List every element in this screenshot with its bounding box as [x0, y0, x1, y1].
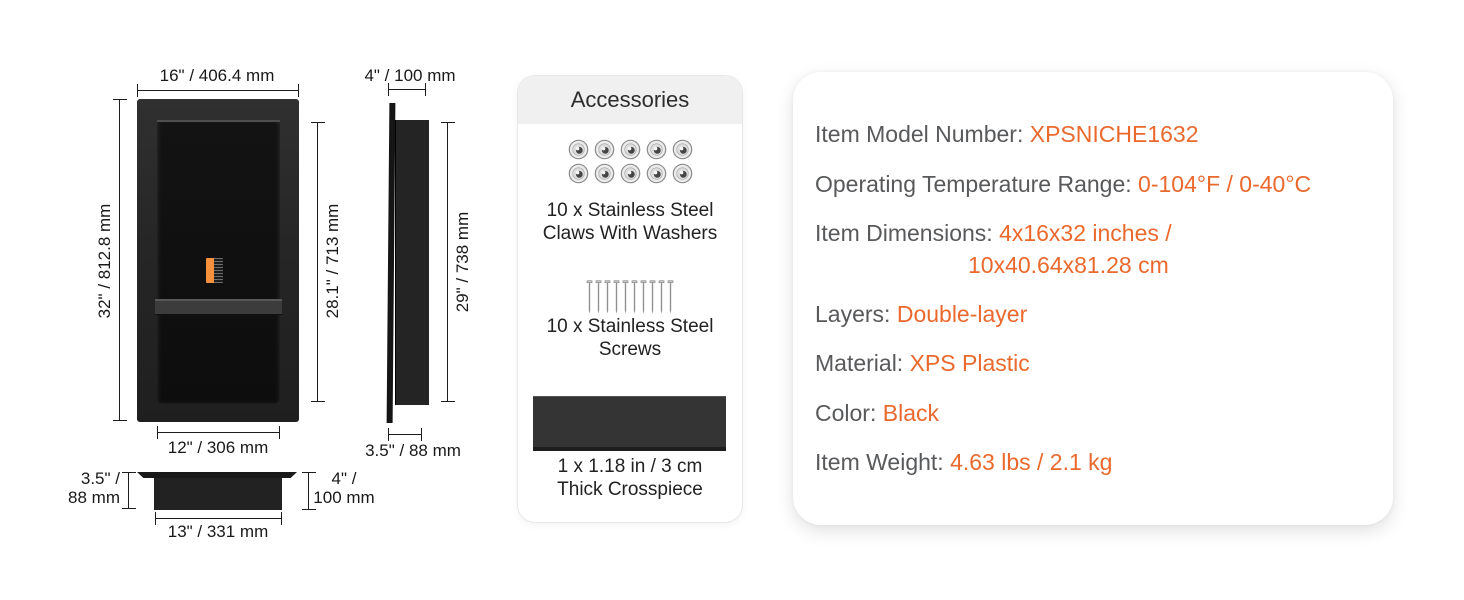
claws-label-line1: 10 x Stainless Steel	[546, 200, 714, 221]
washer-row	[568, 139, 693, 160]
screw-icon	[621, 280, 630, 314]
dim-line-front-inner-height	[311, 122, 325, 402]
brand-tag	[206, 258, 223, 283]
washer-icon	[672, 163, 693, 184]
spec-row-material: Material: XPS Plastic	[815, 349, 1379, 377]
washer-icon	[594, 139, 615, 160]
dim-line-front-outer-width	[137, 84, 299, 97]
washer-row	[568, 163, 693, 184]
niche-shelf	[155, 299, 282, 314]
dim-line-bottom-width	[155, 512, 282, 525]
screws-label-line1: 10 x Stainless Steel	[546, 316, 714, 337]
spec-value: 4x16x32 inches /	[999, 220, 1172, 246]
spec-label: Color:	[815, 400, 883, 426]
dim-line-side-depth	[388, 83, 426, 96]
dim-label-bottom-depth: 3.5" / 88 mm	[38, 469, 120, 507]
washer-icon	[620, 163, 641, 184]
dim-label-bottom-right-line1: 4" /	[331, 469, 357, 488]
dim-label-bottom-depth-line1: 3.5" /	[80, 469, 120, 488]
spec-label: Operating Temperature Range:	[815, 171, 1139, 197]
dim-line-bottom-depth	[122, 472, 136, 509]
screw-icon	[612, 280, 621, 314]
washer-icon	[672, 139, 693, 160]
dim-label-front-inner-height: 28.1" / 713 mm	[323, 203, 342, 319]
screw-icon	[585, 280, 594, 314]
spec-value: Black	[882, 400, 939, 426]
dim-label-bottom-right-depth: 4" / 100 mm	[300, 469, 388, 507]
dim-label-front-inner-width: 12" / 306 mm	[167, 438, 269, 457]
dim-line-front-inner-width	[157, 426, 280, 439]
dim-label-side-height: 29" / 738 mm	[453, 211, 472, 313]
screws-image	[518, 280, 742, 314]
niche-bottom-body	[154, 478, 282, 510]
spec-value: XPS Plastic	[909, 350, 1030, 376]
washer-icon	[646, 139, 667, 160]
spec-value: 0-104°F / 0-40°C	[1138, 171, 1312, 197]
accessories-title: Accessories	[570, 87, 690, 112]
spec-row-item-dimensions: Item Dimensions: 4x16x32 inches / 10x40.6…	[815, 217, 1379, 281]
crosspiece-label: 1 x 1.18 in / 3 cm Thick Crosspiece	[518, 455, 742, 501]
spec-row-item-weight: Item Weight: 4.63 lbs / 2.1 kg	[815, 448, 1379, 476]
spec-value: XPSNICHE1632	[1029, 121, 1199, 147]
screw-icon	[639, 280, 648, 314]
dim-line-front-outer-height	[113, 99, 127, 421]
accessories-card: Accessories 10 x Stainless Steel Claws W…	[517, 75, 743, 523]
spec-row-model-number: Item Model Number: XPSNICHE1632	[815, 120, 1379, 148]
washer-icon	[620, 139, 641, 160]
dim-line-side-height	[441, 122, 455, 402]
spec-row-layers: Layers: Double-layer	[815, 300, 1379, 328]
screw-icon	[630, 280, 639, 314]
niche-bottom-flange	[137, 472, 297, 478]
spec-value-line2: 10x40.64x81.28 cm	[968, 252, 1169, 278]
dim-label-side-bottom-depth: 3.5" / 88 mm	[365, 441, 461, 460]
claws-label: 10 x Stainless Steel Claws With Washers	[518, 199, 742, 245]
dim-label-front-outer-height: 32" / 812.8 mm	[95, 203, 114, 319]
dim-label-bottom-width: 13" / 331 mm	[167, 522, 269, 541]
dim-line-bottom-right-depth	[302, 472, 316, 510]
spec-label: Item Weight:	[815, 449, 951, 475]
screw-icon	[666, 280, 675, 314]
spec-label: Item Dimensions:	[815, 220, 1000, 246]
niche-side-body	[395, 120, 429, 405]
screw-icon	[594, 280, 603, 314]
dim-label-bottom-depth-line2: 88 mm	[68, 488, 120, 507]
washer-icon	[646, 163, 667, 184]
screws-label: 10 x Stainless Steel Screws	[518, 315, 742, 361]
screw-icon	[603, 280, 612, 314]
crosspiece-label-line1: 1 x 1.18 in / 3 cm	[557, 456, 703, 477]
accessories-header: Accessories	[518, 76, 742, 124]
brand-tag-orange	[206, 258, 214, 283]
dim-label-front-outer-width: 16" / 406.4 mm	[159, 66, 275, 85]
dim-label-side-depth: 4" / 100 mm	[364, 66, 456, 85]
washer-icon	[568, 163, 589, 184]
specs-card: Item Model Number: XPSNICHE1632 Operatin…	[793, 72, 1393, 525]
claws-label-line2: Claws With Washers	[542, 223, 718, 244]
crosspiece-image	[533, 396, 726, 451]
screws-label-line2: Screws	[598, 339, 662, 360]
dim-line-side-bottom-depth	[388, 428, 422, 441]
washer-icon	[568, 139, 589, 160]
spec-row-temperature-range: Operating Temperature Range: 0-104°F / 0…	[815, 170, 1379, 198]
spec-label: Material:	[815, 350, 910, 376]
spec-row-color: Color: Black	[815, 399, 1379, 427]
spec-value: 4.63 lbs / 2.1 kg	[950, 449, 1113, 475]
crosspiece-label-line2: Thick Crosspiece	[557, 479, 703, 500]
dim-label-bottom-right-line2: 100 mm	[313, 488, 375, 507]
spec-label: Item Model Number:	[815, 121, 1030, 147]
spec-value: Double-layer	[896, 301, 1028, 327]
screw-icon	[657, 280, 666, 314]
brand-tag-dark	[214, 258, 223, 283]
spec-label: Layers:	[815, 301, 897, 327]
washer-icon	[594, 163, 615, 184]
claws-with-washers-image	[518, 139, 742, 184]
screw-icon	[648, 280, 657, 314]
